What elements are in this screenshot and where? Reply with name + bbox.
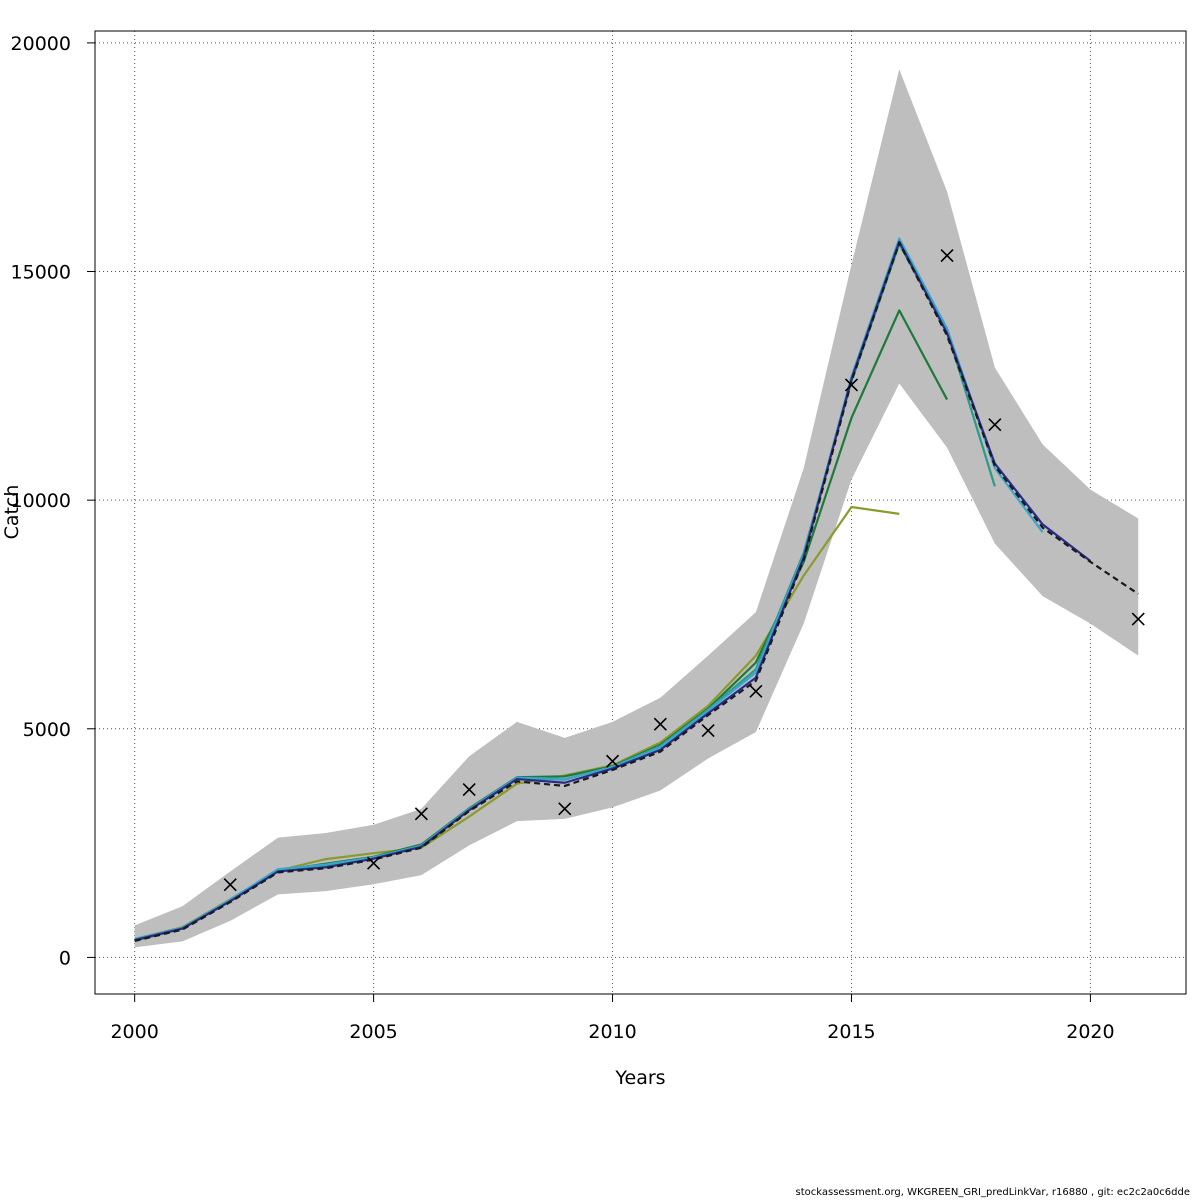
- observed-point-stroke: [367, 856, 381, 870]
- observed-point: [462, 783, 476, 797]
- observed-point-stroke: [1131, 612, 1145, 626]
- observed-point-stroke: [844, 378, 859, 392]
- observed-point: [653, 717, 667, 731]
- y-axis-title: Catch: [1, 485, 23, 540]
- confidence-band-area: [134, 69, 1139, 948]
- x-tick-label: 2020: [1066, 1021, 1114, 1043]
- observed-point-stroke: [223, 878, 237, 892]
- x-tick-label: 2015: [827, 1021, 875, 1043]
- y-axis: 0 5000 10000 15000 20000: [11, 33, 95, 969]
- x-tick-label: 2005: [349, 1021, 397, 1043]
- x-tick-label: 2000: [110, 1021, 158, 1043]
- observed-point: [749, 684, 763, 698]
- y-tick-label: 5000: [23, 719, 71, 741]
- series-lines: [134, 237, 1139, 943]
- observed-point: [988, 418, 1002, 432]
- observed-point: [223, 878, 237, 892]
- x-tick-label: 2010: [588, 1021, 636, 1043]
- grid-lines: [95, 31, 1186, 994]
- y-tick-label: 10000: [11, 490, 71, 512]
- confidence-band: [134, 69, 1139, 948]
- observed-point-stroke: [940, 248, 954, 263]
- observed-point: [367, 856, 381, 870]
- observed-point-stroke: [988, 418, 1002, 432]
- observed-point-stroke: [558, 802, 572, 816]
- x-axis: 2000 2005 2010 2015 2020: [110, 994, 1115, 1043]
- observed-point: [414, 807, 428, 821]
- footer-credit: stockassessment.org, WKGREEN_GRI_predLin…: [795, 1187, 1190, 1198]
- observed-point-stroke: [462, 783, 476, 797]
- observed-point-stroke: [749, 684, 763, 698]
- observed-point: [1131, 612, 1145, 626]
- y-tick-label: 15000: [11, 262, 71, 284]
- y-tick-label: 0: [59, 947, 71, 969]
- observed-point: [701, 724, 715, 738]
- plot-frame: [94, 30, 1187, 995]
- observed-point-stroke: [701, 724, 715, 738]
- observed-point: [605, 754, 620, 768]
- observed-point-stroke: [605, 754, 620, 768]
- observed-point-stroke: [653, 717, 667, 731]
- observed-points: [223, 248, 1145, 892]
- observed-point: [940, 248, 954, 263]
- y-tick-label: 20000: [11, 33, 71, 55]
- series-line: [134, 241, 1139, 943]
- observed-point: [844, 378, 859, 392]
- x-axis-title: Years: [614, 1067, 665, 1089]
- observed-point-stroke: [414, 807, 428, 821]
- observed-point: [558, 802, 572, 816]
